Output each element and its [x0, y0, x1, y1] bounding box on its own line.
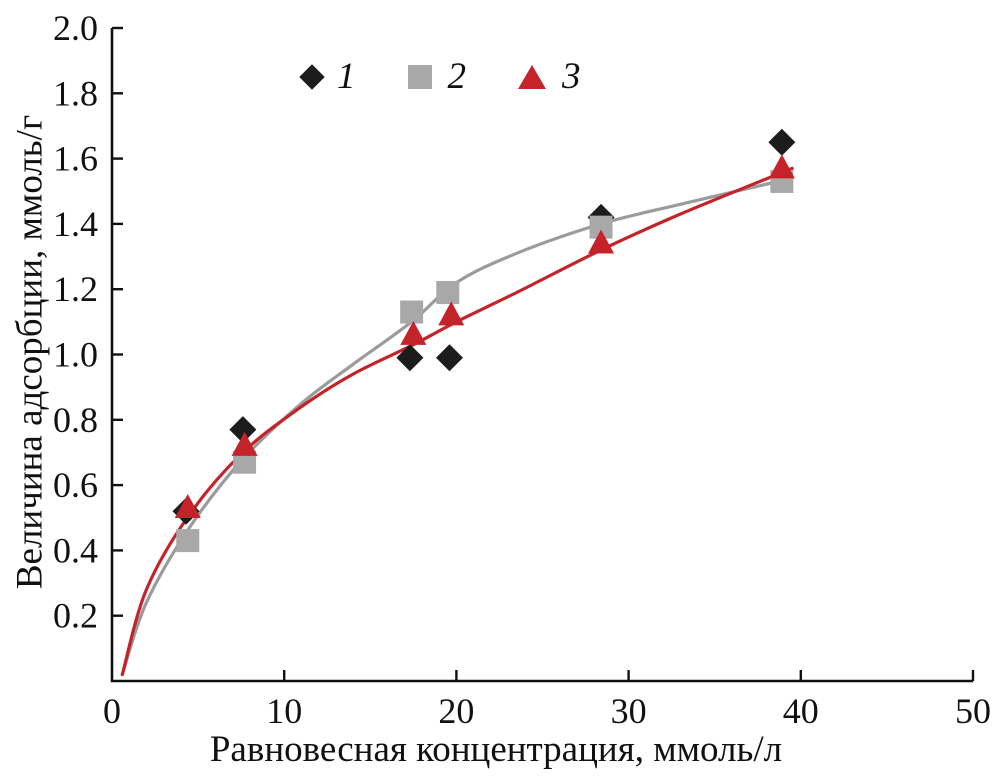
data-point-triangle — [231, 431, 258, 456]
legend-item-1: 1 — [299, 56, 356, 97]
curve-fit-series-3 — [120, 166, 794, 677]
data-point-triangle — [768, 154, 795, 179]
data-point-diamond — [396, 344, 424, 372]
square-marker-icon — [407, 64, 432, 89]
data-point-triangle — [438, 301, 465, 326]
y-tick-label: 1.6 — [53, 139, 98, 179]
x-axis-title: Равновесная концентрация, ммоль/л — [209, 729, 783, 770]
triangle-marker-icon — [518, 64, 546, 89]
y-axis-title: Величина адсорбции, ммоль/г — [9, 114, 51, 590]
data-point-diamond — [436, 344, 464, 372]
x-tick-label: 50 — [955, 691, 991, 731]
data-point-diamond — [229, 416, 257, 444]
data-point-square — [436, 280, 460, 304]
legend-label-2: 2 — [447, 56, 467, 97]
y-tick-label: 1.4 — [53, 204, 98, 244]
x-tick-label: 0 — [103, 691, 121, 731]
y-tick-label: 0.6 — [53, 465, 98, 505]
y-tick-label: 0.2 — [53, 596, 98, 636]
x-tick-label: 10 — [266, 691, 302, 731]
y-tick-label: 1.2 — [53, 269, 98, 309]
axes — [110, 28, 973, 683]
y-tick-label: 1.8 — [53, 73, 98, 113]
data-point-square — [233, 450, 257, 474]
legend: 1 2 3 — [299, 56, 581, 97]
data-point-triangle — [588, 229, 615, 254]
data-point-triangle — [174, 493, 201, 518]
data-point-square — [589, 215, 613, 239]
y-tick-label: 1.0 — [53, 335, 98, 375]
x-tick-label: 40 — [783, 691, 819, 731]
y-tick-label: 2.0 — [53, 8, 98, 48]
legend-item-3: 3 — [518, 58, 581, 95]
data-point-square — [176, 529, 200, 553]
data-point-triangle — [400, 320, 427, 345]
diamond-marker-icon — [299, 63, 325, 90]
legend-label-1: 1 — [337, 56, 356, 97]
data-point-diamond — [768, 128, 796, 156]
x-tick-label: 20 — [438, 691, 474, 731]
data-point-square — [400, 300, 424, 324]
curve-fit-series-2 — [120, 176, 794, 677]
legend-label-3: 3 — [562, 56, 581, 97]
y-tick-label: 0.4 — [53, 530, 98, 570]
legend-item-2: 2 — [407, 56, 467, 97]
y-tick-label: 0.8 — [53, 400, 98, 440]
x-tick-label: 30 — [611, 691, 647, 731]
